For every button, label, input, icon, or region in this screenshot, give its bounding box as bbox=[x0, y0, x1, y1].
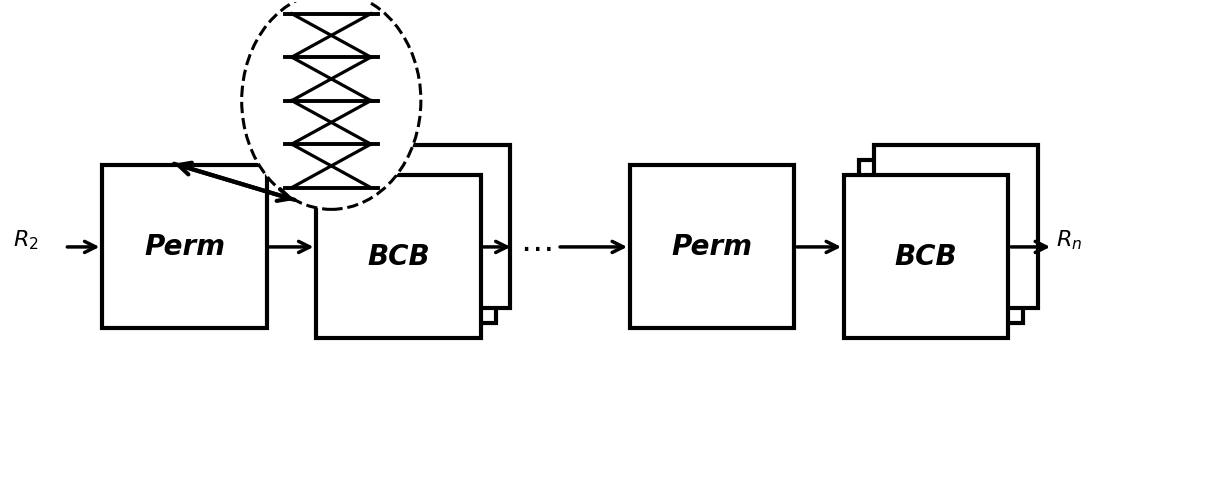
Text: BCB: BCB bbox=[894, 243, 958, 271]
Text: Perm: Perm bbox=[671, 233, 752, 261]
Text: $R_n$: $R_n$ bbox=[1056, 228, 1082, 251]
Bar bbox=[103, 166, 267, 328]
Bar bbox=[316, 175, 480, 338]
Text: $\cdots$: $\cdots$ bbox=[519, 231, 551, 264]
Bar bbox=[347, 146, 511, 309]
Bar bbox=[630, 166, 794, 328]
Text: Perm: Perm bbox=[145, 233, 225, 261]
Bar bbox=[873, 146, 1038, 309]
Text: BCB: BCB bbox=[368, 243, 430, 271]
Text: $R_2$: $R_2$ bbox=[12, 228, 38, 251]
Bar bbox=[859, 161, 1023, 323]
Ellipse shape bbox=[241, 0, 421, 210]
Bar bbox=[331, 161, 496, 323]
Bar bbox=[844, 175, 1008, 338]
